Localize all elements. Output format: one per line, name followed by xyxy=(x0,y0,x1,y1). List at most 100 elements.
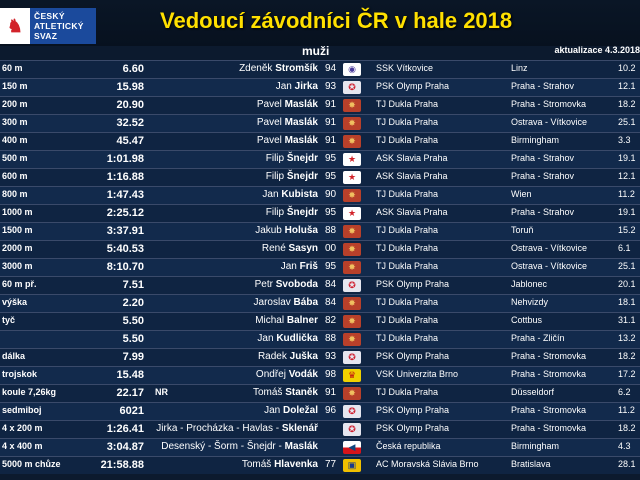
result-cell: 2.20 xyxy=(122,297,144,309)
place-cell: Birmingham xyxy=(511,135,560,145)
olymp-logo-icon: ✪ xyxy=(343,423,361,436)
results-table: 60 m 6.60 94 SSK Vítkovice Linz 10.2 Zdeněk St… xyxy=(0,60,640,474)
place-cell: Praha - Strahov xyxy=(511,81,575,91)
place-cell: Praha - Stromovka xyxy=(511,423,587,433)
event-cell: 5000 m chůze xyxy=(2,459,61,469)
athlete-first-name: Ondřej xyxy=(255,369,286,380)
olymp-logo-icon: ✪ xyxy=(343,81,361,94)
table-row: 200 m 20.90 91 TJ Dukla Praha Praha - Stromo… xyxy=(0,96,640,114)
athlete-name: Tomáš Staněk xyxy=(253,387,318,398)
place-cell: Jablonec xyxy=(511,279,548,289)
athlete-name: Jaroslav Bába xyxy=(254,297,318,308)
czech-flag-icon: ◀ xyxy=(343,441,361,454)
event-cell: 500 m xyxy=(2,153,28,163)
club-cell: TJ Dukla Praha xyxy=(376,315,439,325)
place-cell: Praha - Stromovka xyxy=(511,369,587,379)
olymp-logo-icon: ✪ xyxy=(343,405,361,418)
dukla-logo-icon: ✸ xyxy=(343,261,361,274)
athlete-name: Tomáš Hlavenka xyxy=(242,459,318,470)
club-cell: ASK Slavia Praha xyxy=(376,171,448,181)
date-cell: 19.1 xyxy=(618,153,636,163)
event-cell: výška xyxy=(2,297,28,307)
table-row: 60 m př. 7.51 84 PSK Olymp Praha Jablonec 20.… xyxy=(0,276,640,294)
athlete-first-name: Zdeněk xyxy=(239,63,273,74)
athlete-last-name: Svoboda xyxy=(275,279,318,290)
year-cell: 93 xyxy=(325,351,337,362)
result-cell: 20.90 xyxy=(116,99,144,111)
athlete-first-name: René xyxy=(261,243,286,254)
year-cell: 91 xyxy=(325,99,337,110)
page-title: Vedoucí závodníci ČR v hale 2018 xyxy=(160,8,513,33)
athlete-name: Jan Doležal xyxy=(264,405,318,416)
athlete-name: Ondřej Vodák xyxy=(256,369,318,380)
table-row: 60 m 6.60 94 SSK Vítkovice Linz 10.2 Zdeněk St… xyxy=(0,60,640,78)
club-cell: TJ Dukla Praha xyxy=(376,189,439,199)
athlete-name: Radek Juška xyxy=(258,351,318,362)
year-cell: 95 xyxy=(325,261,337,272)
club-cell: AC Moravská Slávia Brno xyxy=(376,459,479,469)
table-row: 150 m 15.98 93 PSK Olymp Praha Praha - Strah… xyxy=(0,78,640,96)
year-cell: 88 xyxy=(325,225,337,236)
result-cell: 5.50 xyxy=(122,333,144,345)
date-cell: 20.1 xyxy=(618,279,636,289)
place-cell: Praha - Strahov xyxy=(511,153,575,163)
date-cell: 18.2 xyxy=(618,99,636,109)
place-cell: Linz xyxy=(511,63,528,73)
club-cell: TJ Dukla Praha xyxy=(376,333,439,343)
year-cell: 84 xyxy=(325,279,337,290)
athlete-first-name: Pavel xyxy=(256,99,282,110)
club-cell: TJ Dukla Praha xyxy=(376,261,439,271)
year-cell: 93 xyxy=(325,81,337,92)
table-row: 600 m 1:16.88 95 ASK Slavia Praha Praha - St… xyxy=(0,168,640,186)
event-cell: 150 m xyxy=(2,81,28,91)
athlete-first-name: Michal xyxy=(255,315,285,326)
result-cell: 1:16.88 xyxy=(106,171,144,183)
event-cell: 60 m xyxy=(2,63,23,73)
athlete-name: Zdeněk Stromšík xyxy=(239,63,318,74)
year-cell: 91 xyxy=(325,117,337,128)
table-row: 1000 m 2:25.12 95 ASK Slavia Praha Praha - S… xyxy=(0,204,640,222)
club-cell: TJ Dukla Praha xyxy=(376,117,439,127)
athlete-last-name: Stromšík xyxy=(275,63,318,74)
athlete-first-name: Jaroslav xyxy=(253,297,291,308)
athlete-name: Jan Kudlička xyxy=(257,333,318,344)
table-row: 500 m 1:01.98 95 ASK Slavia Praha Praha - St… xyxy=(0,150,640,168)
athlete-first-name: Desenský - Šorm - Šnejdr - xyxy=(161,441,282,452)
result-cell: 15.98 xyxy=(116,81,144,93)
cas-logo: ♞ ČESKÝ ATLETICKÝ SVAZ xyxy=(0,8,96,44)
date-cell: 6.2 xyxy=(618,387,631,397)
event-cell: 600 m xyxy=(2,171,28,181)
table-row: koule 7,26kg 22.17 NR 91 TJ Dukla Praha Düsse… xyxy=(0,384,640,402)
athlete-last-name: Šnejdr xyxy=(286,207,318,218)
athlete-last-name: Kudlička xyxy=(276,333,318,344)
athlete-name: Desenský - Šorm - Šnejdr - Maslák xyxy=(161,441,318,452)
event-cell: 2000 m xyxy=(2,243,33,253)
table-row: 1500 m 3:37.91 88 TJ Dukla Praha Toruň 15.2 Ja… xyxy=(0,222,640,240)
result-cell: 2:25.12 xyxy=(106,207,144,219)
slavia-logo-icon: ★ xyxy=(343,171,361,184)
athlete-last-name: Vodák xyxy=(288,369,318,380)
club-cell: PSK Olymp Praha xyxy=(376,405,450,415)
dukla-logo-icon: ✸ xyxy=(343,315,361,328)
athlete-first-name: Jan xyxy=(264,405,281,416)
athlete-name: Petr Svoboda xyxy=(255,279,318,290)
logo-line: ATLETICKÝ xyxy=(34,21,84,31)
place-cell: Ostrava - Vítkovice xyxy=(511,243,588,253)
event-cell: tyč xyxy=(2,315,16,325)
event-cell: 1000 m xyxy=(2,207,33,217)
logo-line: ČESKÝ xyxy=(34,11,65,21)
event-cell: 200 m xyxy=(2,99,28,109)
club-cell: PSK Olymp Praha xyxy=(376,423,450,433)
athlete-name: Jan Kubista xyxy=(262,189,318,200)
event-cell: 800 m xyxy=(2,189,28,199)
place-cell: Praha - Stromovka xyxy=(511,405,587,415)
date-cell: 18.2 xyxy=(618,423,636,433)
athlete-first-name: Jakub xyxy=(255,225,282,236)
place-cell: Cottbus xyxy=(511,315,543,325)
athlete-last-name: Maslák xyxy=(284,117,318,128)
olymp-logo-icon: ✪ xyxy=(343,351,361,364)
dukla-logo-icon: ✸ xyxy=(343,117,361,130)
athlete-name: Filip Šnejdr xyxy=(266,171,318,182)
result-cell: 7.99 xyxy=(122,351,144,363)
place-cell: Bratislava xyxy=(511,459,551,469)
